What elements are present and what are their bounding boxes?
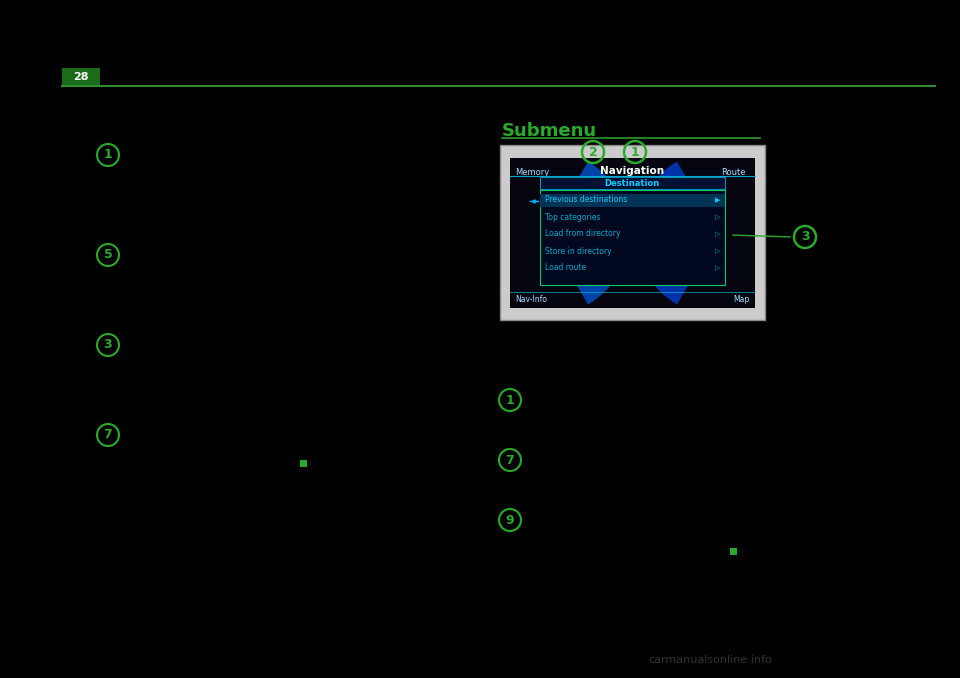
Text: ▷: ▷ — [714, 214, 720, 220]
Text: ▷: ▷ — [714, 265, 720, 271]
FancyBboxPatch shape — [500, 145, 765, 320]
Text: Submenu: Submenu — [502, 122, 597, 140]
Text: 28: 28 — [73, 72, 88, 82]
Text: 1: 1 — [631, 146, 639, 159]
Text: Navigation: Navigation — [600, 166, 664, 176]
Text: 3: 3 — [801, 231, 809, 243]
FancyBboxPatch shape — [510, 158, 755, 308]
Bar — [300, 460, 307, 467]
Text: 5: 5 — [104, 249, 112, 262]
Bar — [730, 548, 737, 555]
Text: 2: 2 — [588, 146, 597, 159]
Text: Store in directory: Store in directory — [545, 247, 612, 256]
Text: ▷: ▷ — [714, 248, 720, 254]
Text: Nav-Info: Nav-Info — [515, 296, 547, 304]
Wedge shape — [577, 161, 629, 304]
Text: Load route: Load route — [545, 264, 587, 273]
Text: ▷: ▷ — [714, 231, 720, 237]
FancyBboxPatch shape — [540, 177, 725, 189]
Text: 7: 7 — [506, 454, 515, 466]
Text: Previous destinations: Previous destinations — [545, 195, 627, 205]
Text: Map: Map — [733, 296, 750, 304]
Text: carmanualsonline.info: carmanualsonline.info — [648, 655, 772, 665]
Text: Destination: Destination — [605, 178, 660, 188]
Text: ▶: ▶ — [714, 197, 720, 203]
Text: Route: Route — [721, 168, 745, 177]
Wedge shape — [636, 161, 688, 304]
Text: 1: 1 — [506, 393, 515, 407]
Text: 9: 9 — [506, 513, 515, 527]
Text: Load from directory: Load from directory — [545, 229, 620, 239]
FancyBboxPatch shape — [540, 194, 725, 207]
Text: Memory: Memory — [515, 168, 549, 177]
FancyBboxPatch shape — [62, 68, 100, 86]
Text: Top categories: Top categories — [545, 212, 601, 222]
Text: 1: 1 — [104, 148, 112, 161]
Text: 3: 3 — [104, 338, 112, 351]
Text: 7: 7 — [104, 428, 112, 441]
FancyBboxPatch shape — [540, 190, 725, 285]
